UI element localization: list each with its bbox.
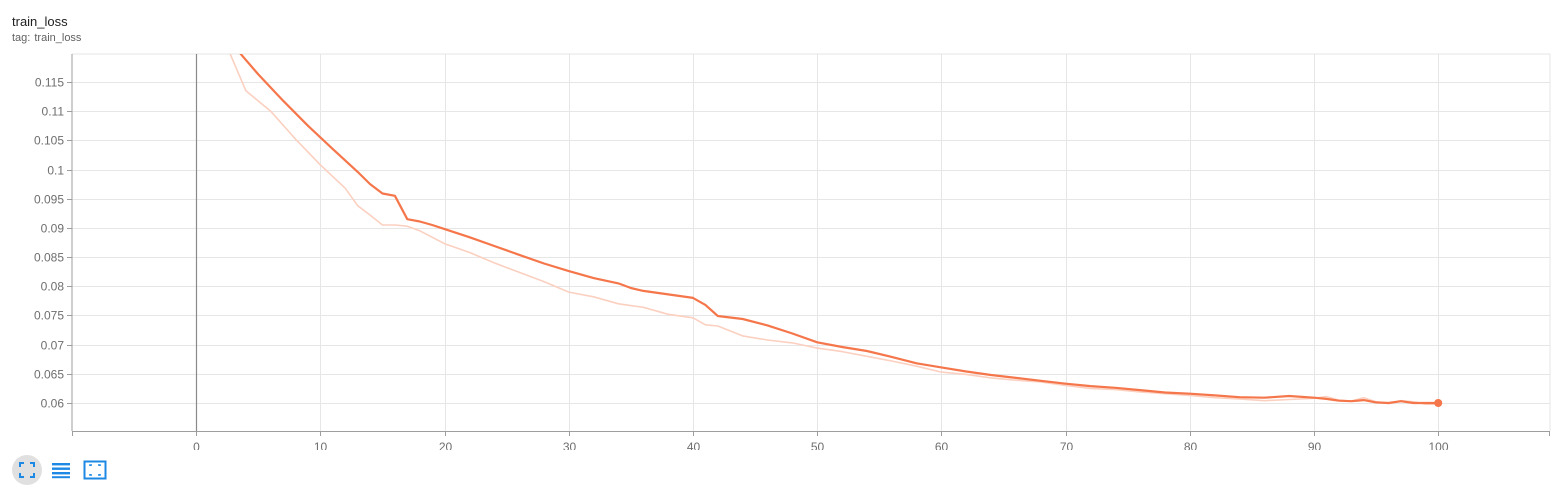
x-tick-label: 60 (935, 440, 949, 450)
y-tick-label: 0.095 (34, 193, 64, 207)
y-tick-label: 0.07 (41, 339, 65, 353)
grid-layer (72, 53, 1551, 431)
tag-prefix: tag: (12, 32, 31, 44)
line-chart[interactable]: 0.060.0650.070.0750.080.0850.090.0950.10… (0, 0, 1568, 450)
x-tick-label: 50 (811, 440, 825, 450)
x-tick-label: 100 (1428, 440, 1448, 450)
y-tick-label: 0.08 (41, 280, 65, 294)
fullscreen-icon (19, 462, 35, 478)
log-scale-button[interactable] (46, 455, 76, 485)
y-tick-label: 0.115 (35, 76, 64, 90)
y-tick-label: 0.06 (41, 397, 65, 411)
y-tick-label: 0.105 (34, 134, 64, 148)
y-tick-label: 0.11 (42, 105, 65, 119)
y-tick-label: 0.065 (34, 368, 64, 382)
axis-layer (67, 54, 1550, 436)
fit-domain-button[interactable] (80, 455, 110, 485)
tag-value: train_loss (34, 32, 82, 44)
chart-toolbar (12, 455, 110, 485)
y-tick-label: 0.1 (47, 164, 64, 178)
y-tick-label: 0.075 (34, 309, 64, 323)
x-tick-label: 40 (687, 440, 701, 450)
fullscreen-button[interactable] (12, 455, 42, 485)
x-tick-label: 90 (1308, 440, 1322, 450)
x-tick-label: 30 (563, 440, 577, 450)
x-tick-label: 20 (439, 440, 453, 450)
toggle-log-scale-icon (52, 463, 70, 479)
y-tick-label: 0.09 (41, 222, 65, 236)
tick-label-layer: 0.060.0650.070.0750.080.0850.090.0950.10… (34, 76, 1449, 451)
x-tick-label: 70 (1060, 440, 1074, 450)
x-tick-label: 0 (193, 440, 200, 450)
last-point-marker (1434, 398, 1443, 407)
fit-domain-icon (83, 460, 107, 480)
x-tick-label: 80 (1184, 440, 1198, 450)
x-tick-label: 10 (314, 440, 328, 450)
chart-title: train_loss (12, 14, 68, 29)
y-tick-label: 0.085 (34, 251, 64, 265)
chart-tag: tag: train_loss (12, 32, 81, 44)
smoothed-series-line (239, 54, 1440, 405)
series-layer (229, 54, 1443, 407)
